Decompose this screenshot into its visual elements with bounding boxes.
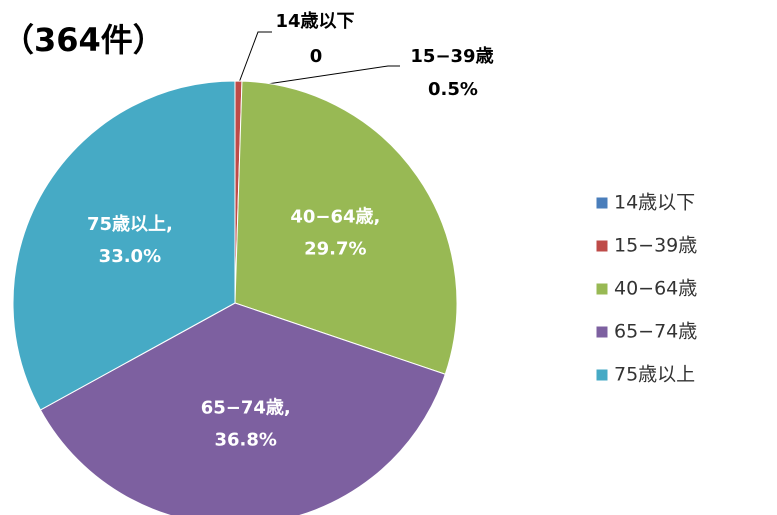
pie-slice [39,302,446,515]
pie-slice [12,80,236,411]
data-label-name: 15−39歳 [410,46,493,67]
legend-swatch [595,196,609,210]
legend-label: 75歳以上 [614,364,695,386]
data-label-value: 36.8% [215,430,277,451]
pie-slice [234,80,458,375]
leader-line [240,65,400,89]
leader-line [236,31,272,89]
legend-label: 40−64歳 [614,278,697,300]
data-label-name: 75歳以上, [87,214,173,235]
legend-swatch [595,325,609,339]
legend-label: 14歳以下 [614,192,695,214]
data-label-value: 0.5% [428,79,478,100]
data-label-name: 65−74歳, [201,398,291,419]
data-label-value: 33.0% [99,246,161,267]
legend-swatch [595,282,609,296]
data-label-name: 14歳以下 [275,11,354,32]
legend-label: 15−39歳 [614,235,697,257]
legend-swatch [595,239,609,253]
data-label-name: 40−64歳, [290,206,380,227]
legend-label: 65−74歳 [614,321,697,343]
legend-swatch [595,368,609,382]
data-label-value: 29.7% [304,238,366,259]
data-label-value: 0 [310,46,323,67]
chart-title: （364件） [2,21,165,59]
